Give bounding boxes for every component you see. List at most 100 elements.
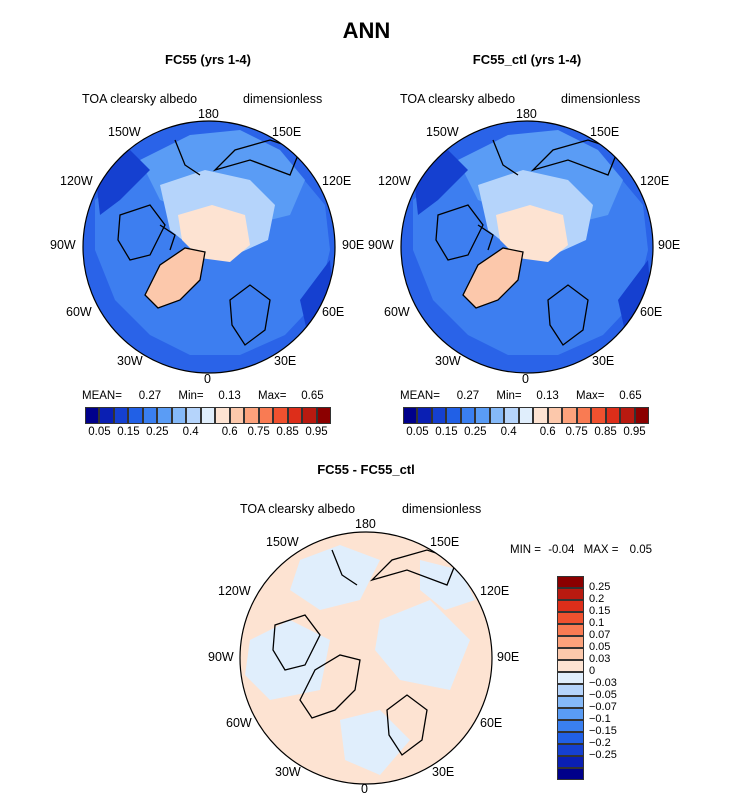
- min-value: 0.13: [536, 390, 559, 402]
- panel3-variable: TOA clearsky albedo: [240, 502, 356, 516]
- colorbar-tick-label: 0.75: [565, 426, 588, 438]
- colorbar-swatch: [557, 672, 584, 684]
- colorbar-tick-label: 0.25: [589, 581, 611, 593]
- colorbar-swatch: [557, 624, 584, 636]
- colorbar-swatch: [302, 407, 317, 424]
- panel1-variable: TOA clearsky albedo: [82, 92, 198, 106]
- colorbar-swatch: [128, 407, 143, 424]
- panel3-units: dimensionless: [402, 502, 482, 516]
- panel3-colorbar: [557, 576, 584, 780]
- colorbar-swatch: [557, 612, 584, 624]
- colorbar-swatch: [518, 407, 534, 424]
- panel1-lon-120w: 120W: [60, 174, 93, 188]
- colorbar-swatch: [557, 732, 584, 744]
- colorbar-tick-label: 0.4: [182, 426, 199, 438]
- colorbar-tick-label: 0.6: [221, 426, 238, 438]
- mean-label: MEAN=: [82, 390, 122, 402]
- panel1-lon-30e: 30E: [274, 354, 297, 368]
- max-label: MAX =: [583, 544, 619, 556]
- colorbar-tick-label: 0.15: [435, 426, 458, 438]
- colorbar-swatch: [113, 407, 129, 424]
- colorbar-swatch: [557, 768, 584, 780]
- panel2-albedo-field: [401, 121, 653, 373]
- colorbar-swatch: [504, 407, 519, 424]
- panel3-lon-180: 180: [355, 517, 376, 531]
- panel2-units: dimensionless: [561, 92, 641, 106]
- panel1-lon-120e: 120E: [322, 174, 352, 188]
- panel3-stats: MIN = -0.04 MAX = 0.05: [510, 544, 652, 556]
- colorbar-swatch: [557, 684, 584, 696]
- colorbar-tick-label: 0.05: [406, 426, 429, 438]
- colorbar-tick-label: 0.25: [464, 426, 487, 438]
- colorbar-tick-label: 0.4: [500, 426, 517, 438]
- colorbar-swatch: [446, 407, 461, 424]
- panel1-lon-150e: 150E: [272, 125, 302, 139]
- colorbar-swatch: [557, 588, 584, 600]
- panel2-lon-150e: 150E: [590, 125, 620, 139]
- panel2-lon-150w: 150W: [426, 125, 459, 139]
- colorbar-swatch: [557, 576, 584, 588]
- min-label: Min=: [178, 390, 204, 402]
- panel3-lon-120w: 120W: [218, 584, 251, 598]
- colorbar-tick-label: 0.95: [305, 426, 328, 438]
- colorbar-swatch: [557, 696, 584, 708]
- colorbar-swatch: [229, 407, 245, 424]
- colorbar-tick-label: 0.25: [146, 426, 169, 438]
- panel1-lon-60w: 60W: [66, 305, 92, 319]
- colorbar-swatch: [475, 407, 490, 424]
- colorbar-swatch: [557, 636, 584, 648]
- colorbar-swatch: [557, 648, 584, 660]
- colorbar-swatch: [316, 407, 331, 424]
- min-value: 0.13: [218, 390, 241, 402]
- panel2-lon-120w: 120W: [378, 174, 411, 188]
- panel1-colorbar: [85, 407, 331, 424]
- colorbar-tick-label: 0.1: [589, 617, 605, 629]
- panel3-lon-0: 0: [361, 782, 368, 796]
- colorbar-swatch: [605, 407, 621, 424]
- panel2-lon-90e: 90E: [658, 238, 681, 252]
- colorbar-tick-label: 0.15: [117, 426, 140, 438]
- panel1-subtitle: FC55 (yrs 1-4): [165, 52, 251, 67]
- colorbar-tick-label: −0.1: [589, 713, 611, 725]
- panel2-lon-120e: 120E: [640, 174, 670, 188]
- panel3-lon-120e: 120E: [480, 584, 510, 598]
- panel1-colorbar-labels: 0.05 0.15 0.25 0.4 0.6 0.75 0.85 0.95: [85, 426, 331, 440]
- panel3-lon-30e: 30E: [432, 765, 455, 779]
- colorbar-tick-label: 0: [589, 665, 596, 677]
- colorbar-tick-label: −0.05: [589, 689, 617, 701]
- panel2-lon-30w: 30W: [435, 354, 461, 368]
- colorbar-tick-label: 0.85: [594, 426, 617, 438]
- colorbar-swatch: [557, 756, 584, 768]
- mean-label: MEAN=: [400, 390, 440, 402]
- colorbar-swatch: [142, 407, 158, 424]
- colorbar-swatch: [533, 407, 548, 424]
- panel2-lon-0: 0: [522, 372, 529, 386]
- colorbar-swatch: [244, 407, 259, 424]
- panel1-lon-90w: 90W: [50, 238, 76, 252]
- colorbar-swatch: [99, 407, 114, 424]
- panel1-units: dimensionless: [243, 92, 323, 106]
- colorbar-tick-label: 0.95: [623, 426, 646, 438]
- panel3-lon-30w: 30W: [275, 765, 301, 779]
- min-value: -0.04: [548, 544, 575, 556]
- min-label: Min=: [496, 390, 522, 402]
- colorbar-tick-label: 0.75: [247, 426, 270, 438]
- colorbar-tick-label: −0.07: [589, 701, 617, 713]
- colorbar-swatch: [557, 600, 584, 612]
- colorbar-tick-label: 0.6: [539, 426, 556, 438]
- panel3-lon-150e: 150E: [430, 535, 460, 549]
- panel2-colorbar-labels: 0.05 0.15 0.25 0.4 0.6 0.75 0.85 0.95: [403, 426, 649, 440]
- panel1-lon-30w: 30W: [117, 354, 143, 368]
- colorbar-swatch: [157, 407, 172, 424]
- colorbar-swatch: [576, 407, 592, 424]
- panel3-lon-60w: 60W: [226, 716, 252, 730]
- colorbar-tick-label: 0.07: [589, 629, 611, 641]
- colorbar-swatch: [215, 407, 230, 424]
- colorbar-swatch: [460, 407, 476, 424]
- panel1-lon-90e: 90E: [342, 238, 365, 252]
- panel2-lon-180: 180: [516, 107, 537, 121]
- colorbar-tick-label: 0.15: [589, 605, 611, 617]
- panel3-difference-field: [240, 532, 492, 784]
- colorbar-swatch: [287, 407, 303, 424]
